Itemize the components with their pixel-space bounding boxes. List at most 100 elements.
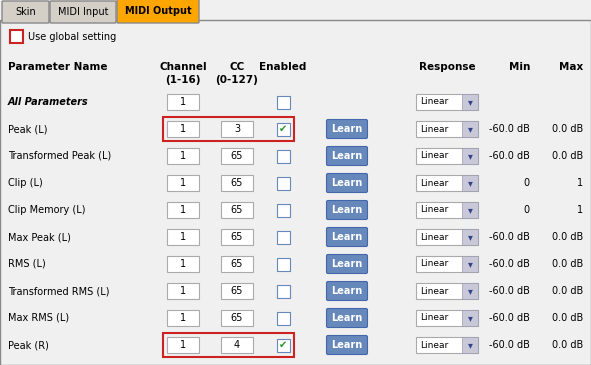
Bar <box>167 229 199 245</box>
Bar <box>221 283 253 299</box>
Text: 0: 0 <box>524 178 530 188</box>
Bar <box>462 175 478 191</box>
Bar <box>277 257 290 270</box>
Bar <box>462 202 478 218</box>
Text: Max RMS (L): Max RMS (L) <box>8 313 69 323</box>
Text: Linear: Linear <box>420 233 448 242</box>
Bar <box>416 256 478 272</box>
Text: 0.0 dB: 0.0 dB <box>552 259 583 269</box>
FancyBboxPatch shape <box>326 254 368 273</box>
Bar <box>416 121 478 137</box>
Bar <box>416 94 478 110</box>
Text: ✔: ✔ <box>279 340 287 350</box>
Text: Response: Response <box>418 62 475 72</box>
Text: Enabled: Enabled <box>259 62 307 72</box>
Text: 1: 1 <box>180 340 186 350</box>
Text: 0: 0 <box>524 205 530 215</box>
Bar <box>277 123 290 135</box>
Text: ▾: ▾ <box>467 205 472 215</box>
Bar <box>462 229 478 245</box>
Text: 1: 1 <box>180 205 186 215</box>
Text: Max Peak (L): Max Peak (L) <box>8 232 71 242</box>
Text: 65: 65 <box>231 178 243 188</box>
Bar <box>462 337 478 353</box>
FancyBboxPatch shape <box>326 119 368 138</box>
Bar <box>416 310 478 326</box>
Text: MIDI Input: MIDI Input <box>58 7 108 17</box>
FancyBboxPatch shape <box>326 227 368 246</box>
Bar <box>167 94 199 110</box>
Text: 3: 3 <box>234 124 240 134</box>
Bar <box>277 204 290 216</box>
Bar <box>462 121 478 137</box>
Text: 1: 1 <box>577 205 583 215</box>
Bar <box>167 283 199 299</box>
Text: Max: Max <box>558 62 583 72</box>
Text: 0.0 dB: 0.0 dB <box>552 124 583 134</box>
Text: Linear: Linear <box>420 205 448 215</box>
Bar <box>10 30 23 43</box>
FancyBboxPatch shape <box>326 281 368 300</box>
Text: -60.0 dB: -60.0 dB <box>489 313 530 323</box>
Text: 1: 1 <box>180 286 186 296</box>
Text: Linear: Linear <box>420 97 448 107</box>
Bar <box>221 229 253 245</box>
FancyBboxPatch shape <box>117 0 199 23</box>
Text: Parameter Name: Parameter Name <box>8 62 108 72</box>
Text: Linear: Linear <box>420 341 448 350</box>
Text: Learn: Learn <box>332 286 363 296</box>
Text: ▾: ▾ <box>467 232 472 242</box>
Text: -60.0 dB: -60.0 dB <box>489 286 530 296</box>
Text: ✔: ✔ <box>279 124 287 134</box>
Bar <box>462 283 478 299</box>
Bar <box>167 202 199 218</box>
Text: Transformed Peak (L): Transformed Peak (L) <box>8 151 111 161</box>
FancyBboxPatch shape <box>2 1 49 23</box>
Text: Linear: Linear <box>420 260 448 269</box>
FancyBboxPatch shape <box>326 335 368 354</box>
Bar <box>167 175 199 191</box>
Text: 65: 65 <box>231 259 243 269</box>
Text: ▾: ▾ <box>467 97 472 107</box>
Text: Transformed RMS (L): Transformed RMS (L) <box>8 286 109 296</box>
Text: Linear: Linear <box>420 287 448 296</box>
Text: -60.0 dB: -60.0 dB <box>489 232 530 242</box>
Bar <box>462 94 478 110</box>
Text: MIDI Output: MIDI Output <box>125 6 191 16</box>
Text: 1: 1 <box>180 259 186 269</box>
Text: 65: 65 <box>231 313 243 323</box>
Text: Peak (R): Peak (R) <box>8 340 49 350</box>
Text: Learn: Learn <box>332 313 363 323</box>
Bar <box>416 283 478 299</box>
Bar <box>462 256 478 272</box>
Text: Min: Min <box>509 62 530 72</box>
Bar <box>277 177 290 189</box>
Text: 1: 1 <box>180 313 186 323</box>
Bar <box>221 256 253 272</box>
Text: ▾: ▾ <box>467 259 472 269</box>
Text: 65: 65 <box>231 205 243 215</box>
Text: -60.0 dB: -60.0 dB <box>489 340 530 350</box>
Text: ▾: ▾ <box>467 286 472 296</box>
Bar <box>221 310 253 326</box>
Bar <box>416 175 478 191</box>
Bar <box>167 310 199 326</box>
Text: 0.0 dB: 0.0 dB <box>552 286 583 296</box>
Text: Learn: Learn <box>332 178 363 188</box>
Text: CC: CC <box>229 62 245 72</box>
Bar <box>163 117 294 141</box>
FancyBboxPatch shape <box>326 173 368 192</box>
Text: -60.0 dB: -60.0 dB <box>489 124 530 134</box>
Text: Linear: Linear <box>420 124 448 134</box>
Text: Learn: Learn <box>332 259 363 269</box>
Bar <box>277 284 290 297</box>
Bar <box>163 333 294 357</box>
Text: RMS (L): RMS (L) <box>8 259 46 269</box>
Text: Channel: Channel <box>159 62 207 72</box>
Bar <box>167 121 199 137</box>
Text: ▾: ▾ <box>467 340 472 350</box>
Bar <box>416 148 478 164</box>
Text: -60.0 dB: -60.0 dB <box>489 151 530 161</box>
Bar <box>277 231 290 243</box>
Bar <box>221 337 253 353</box>
